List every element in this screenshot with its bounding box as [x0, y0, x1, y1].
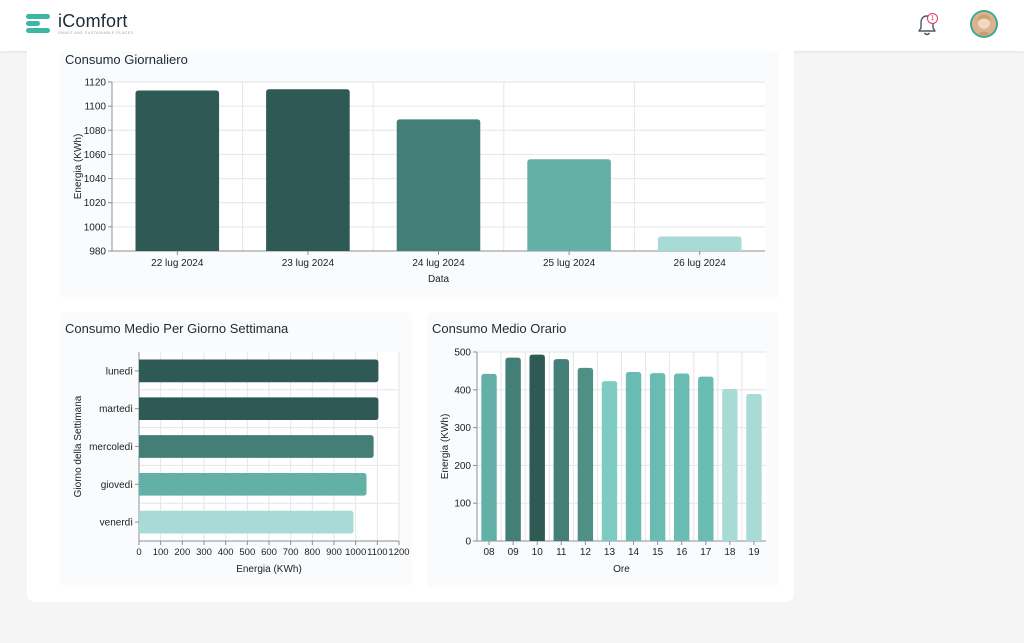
x-tick-label: 10 [532, 547, 544, 558]
bar [139, 397, 379, 421]
daily-consumption-chart: 980 1000 1020 1040 1060 1080 1100 1120 22 lug 20… [73, 78, 765, 285]
x-tick-label: 900 [326, 547, 342, 558]
bar [649, 373, 666, 541]
x-tick-label: 22 lug 2024 [151, 258, 204, 269]
y-tick-label: mercoledì [89, 442, 133, 453]
y-tick-label: giovedì [101, 480, 133, 491]
y-tick-label: 200 [454, 461, 471, 472]
y-tick-label: 0 [465, 537, 471, 548]
x-tick-label: 08 [483, 547, 495, 558]
y-tick-label: 980 [89, 247, 106, 258]
x-tick-label: 18 [724, 547, 736, 558]
y-tick-label: martedì [99, 404, 133, 415]
y-axis-label: Energia (KWh) [440, 414, 451, 480]
bar [266, 89, 350, 251]
x-tick-label: 16 [676, 547, 688, 558]
x-tick-label: 19 [748, 547, 760, 558]
daily-chart-title: Consumo Giornaliero [65, 52, 188, 67]
bar [625, 372, 642, 541]
x-tick-label: 11 [556, 547, 567, 558]
x-tick-label: 700 [283, 547, 299, 558]
bar [722, 389, 738, 541]
x-tick-label: 17 [700, 547, 712, 558]
x-axis-label: Data [428, 274, 450, 285]
y-tick-label: 1000 [84, 222, 107, 233]
x-tick-label: 13 [604, 547, 616, 558]
y-tick-label: 1040 [84, 174, 107, 185]
y-tick-label: 500 [454, 348, 471, 359]
bar [601, 381, 618, 541]
x-tick-label: 1000 [345, 547, 366, 558]
bar [746, 393, 762, 541]
bar [139, 359, 379, 383]
y-tick-label: lunedì [106, 366, 133, 377]
y-tick-label: 400 [454, 385, 471, 396]
x-tick-label: 23 lug 2024 [282, 258, 335, 269]
x-tick-label: 25 lug 2024 [543, 258, 596, 269]
x-tick-label: 0 [136, 547, 141, 558]
y-tick-label: 1080 [84, 126, 107, 137]
x-axis-label: Energia (KWh) [236, 564, 302, 575]
bar [139, 435, 374, 458]
x-tick-label: 100 [153, 547, 169, 558]
app-logo[interactable]: iComfort SMART AND SUSTAINABLE PLACES [26, 12, 134, 35]
bar [577, 367, 594, 541]
x-tick-label: 300 [196, 547, 212, 558]
y-tick-label: 1120 [84, 78, 106, 89]
bar [135, 90, 220, 251]
x-tick-label: 26 lug 2024 [674, 258, 727, 269]
y-tick-label: 1020 [84, 198, 107, 209]
x-tick-label: 14 [628, 547, 640, 558]
x-tick-label: 1100 [367, 547, 387, 558]
hourly-consumption-card: Consumo Medio Orario 0 100 200 300 400 500 08 0… [427, 312, 779, 587]
y-axis-label: Giorno della Settimana [73, 395, 84, 497]
top-bar: iComfort SMART AND SUSTAINABLE PLACES 1 [0, 0, 1024, 51]
app-tagline: SMART AND SUSTAINABLE PLACES [58, 31, 134, 35]
bar [553, 359, 569, 541]
x-tick-label: 1200 [388, 547, 409, 558]
daily-consumption-card: Consumo Giornaliero 980 1000 1020 1040 1060 1… [60, 51, 779, 299]
x-tick-label: 12 [580, 547, 592, 558]
weekday-consumption-card: Consumo Medio Per Giorno Settimana 0 100 2… [60, 312, 412, 587]
bar [505, 357, 521, 541]
x-tick-label: 800 [304, 547, 320, 558]
hourly-consumption-chart: 0 100 200 300 400 500 08 09 10 11 12 13 14 15 16 17 18 19… [440, 348, 766, 575]
bar [139, 510, 354, 534]
bar [139, 472, 367, 496]
y-axis-label: Energia (KWh) [73, 134, 84, 200]
hourly-chart-title: Consumo Medio Orario [432, 321, 567, 336]
y-tick-label: 1100 [84, 102, 106, 113]
x-tick-label: 200 [174, 547, 190, 558]
x-tick-label: 15 [652, 547, 664, 558]
y-tick-label: 100 [454, 499, 471, 510]
user-avatar[interactable] [970, 10, 998, 38]
bar [529, 354, 545, 541]
x-axis-label: Ore [613, 564, 630, 575]
y-tick-label: 1060 [84, 150, 107, 161]
y-tick-label: 300 [454, 423, 471, 434]
bar [527, 159, 611, 251]
x-tick-label: 500 [239, 547, 255, 558]
bar [481, 373, 497, 541]
x-tick-label: 24 lug 2024 [412, 258, 465, 269]
x-tick-label: 600 [261, 547, 277, 558]
bar [698, 376, 714, 541]
app-name: iComfort [58, 11, 128, 31]
y-tick-label: venerdì [100, 518, 134, 529]
x-tick-label: 09 [508, 547, 520, 558]
weekday-chart-title: Consumo Medio Per Giorno Settimana [65, 321, 289, 336]
notification-badge: 1 [927, 13, 938, 24]
bar [396, 119, 481, 252]
logo-icon [26, 13, 52, 35]
bar [657, 236, 742, 251]
weekday-consumption-chart: 0 100 200 300 400 500 600 700 800 900 1000 1100 1200… [73, 352, 410, 575]
bar [674, 373, 690, 541]
x-tick-label: 400 [218, 547, 234, 558]
